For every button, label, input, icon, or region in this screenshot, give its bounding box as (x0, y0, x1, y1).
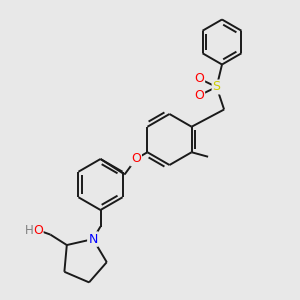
Text: O: O (194, 89, 204, 102)
Text: O: O (131, 152, 141, 165)
Text: H: H (25, 224, 34, 237)
Text: N: N (88, 232, 98, 246)
Text: O: O (33, 224, 43, 237)
Text: O: O (194, 72, 204, 85)
Text: S: S (213, 80, 220, 94)
Text: N: N (88, 232, 98, 246)
